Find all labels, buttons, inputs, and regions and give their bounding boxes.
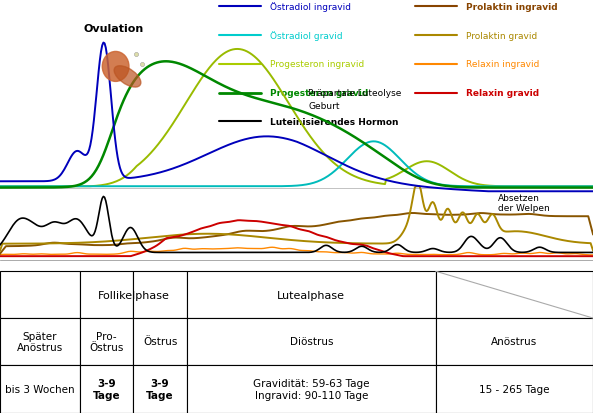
Text: Lutealphase: Lutealphase: [278, 290, 345, 300]
Bar: [80, 272, 133, 318]
Text: Präpartale Luteolyse: Präpartale Luteolyse: [308, 89, 401, 98]
Bar: [133, 365, 187, 413]
Bar: [0, 318, 80, 365]
Text: Östradiol gravid: Östradiol gravid: [270, 31, 342, 41]
Ellipse shape: [114, 66, 141, 88]
Bar: [187, 365, 436, 413]
Text: Relaxin ingravid: Relaxin ingravid: [466, 60, 539, 69]
Text: Follikelphase: Follikelphase: [97, 290, 170, 300]
Text: Später
Anöstrus: Später Anöstrus: [17, 331, 63, 352]
Text: Ovulation: Ovulation: [83, 24, 144, 34]
Bar: [0, 272, 80, 318]
Text: Progesteron ingravid: Progesteron ingravid: [270, 60, 364, 69]
Text: Diöstrus: Diöstrus: [289, 337, 333, 347]
Bar: [133, 318, 187, 365]
Bar: [133, 272, 187, 318]
Bar: [187, 318, 436, 365]
Text: Pro-
Östrus: Pro- Östrus: [90, 331, 124, 352]
Text: bis 3 Wochen: bis 3 Wochen: [5, 384, 75, 394]
Text: Östrus: Östrus: [143, 337, 177, 347]
Text: Relaxin gravid: Relaxin gravid: [466, 89, 538, 98]
Text: Anöstrus: Anöstrus: [492, 337, 537, 347]
Bar: [187, 272, 436, 318]
Bar: [436, 365, 593, 413]
Bar: [80, 365, 133, 413]
Text: Östradiol ingravid: Östradiol ingravid: [270, 2, 351, 12]
Bar: [0, 365, 80, 413]
Text: Luteinisierendes Hormon: Luteinisierendes Hormon: [270, 118, 398, 126]
Text: 3-9
Tage: 3-9 Tage: [93, 378, 120, 400]
Text: Geburt: Geburt: [308, 101, 340, 110]
Bar: [436, 318, 593, 365]
Bar: [80, 318, 133, 365]
Bar: [436, 272, 593, 318]
Text: Prolaktin ingravid: Prolaktin ingravid: [466, 3, 557, 12]
Text: 3-9
Tage: 3-9 Tage: [146, 378, 174, 400]
Ellipse shape: [102, 52, 129, 82]
Text: Prolaktin gravid: Prolaktin gravid: [466, 32, 537, 40]
Text: Gravidität: 59-63 Tage
Ingravid: 90-110 Tage: Gravidität: 59-63 Tage Ingravid: 90-110 …: [253, 378, 369, 400]
Text: 15 - 265 Tage: 15 - 265 Tage: [479, 384, 550, 394]
Text: Absetzen
der Welpen: Absetzen der Welpen: [498, 193, 550, 212]
Text: Progesteron gravid: Progesteron gravid: [270, 89, 368, 98]
